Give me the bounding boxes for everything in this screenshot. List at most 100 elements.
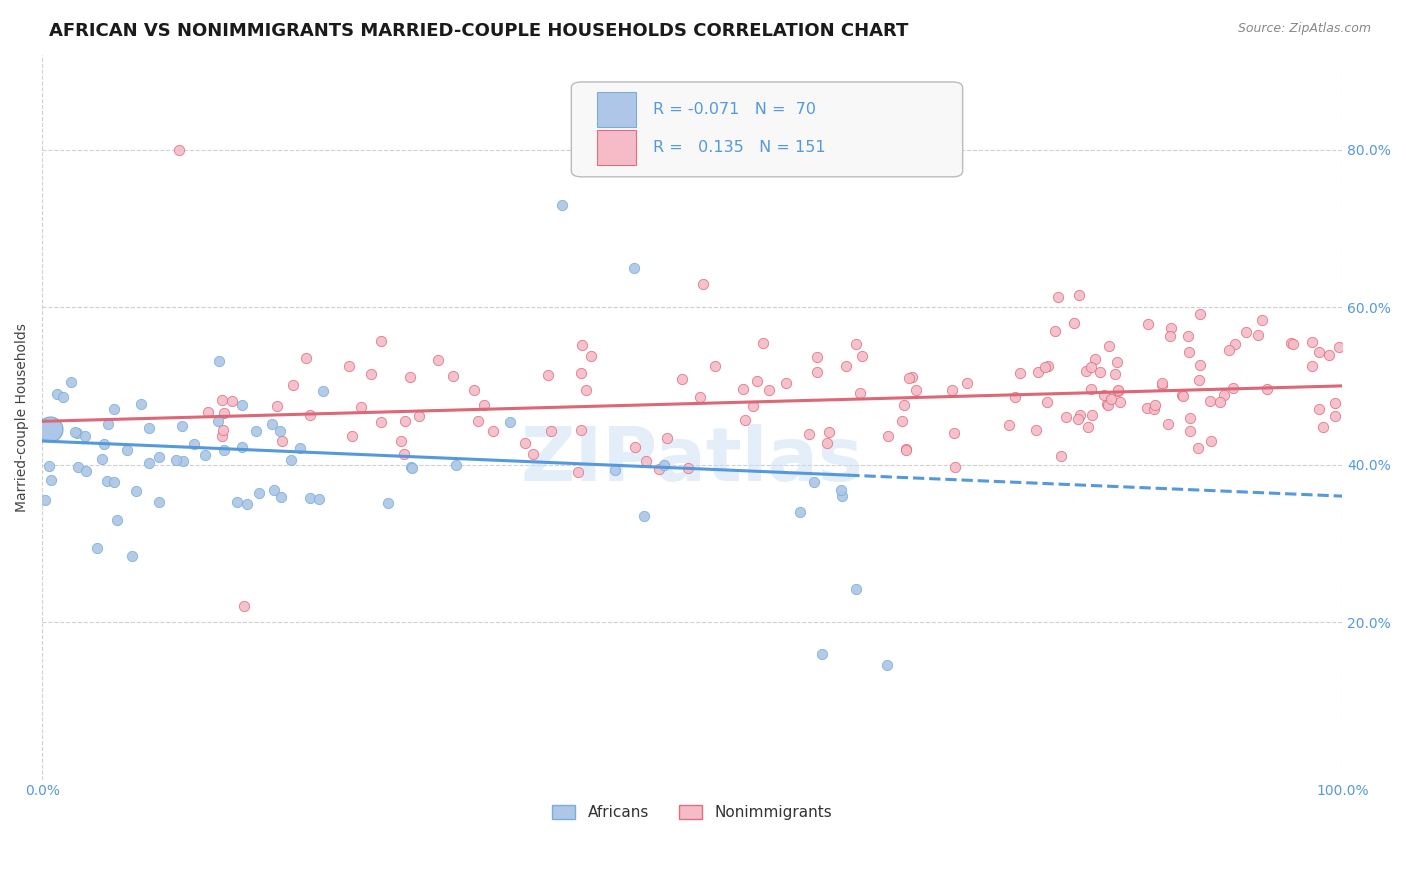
- FancyBboxPatch shape: [598, 129, 637, 164]
- Point: [1084, 352, 1107, 367]
- Point: [39, 473, 62, 487]
- Point: [75, 464, 97, 478]
- Point: [956, 376, 979, 390]
- Y-axis label: Married-couple Households: Married-couple Households: [15, 323, 30, 512]
- Point: [904, 383, 927, 397]
- Point: [339, 359, 361, 373]
- Point: [1188, 373, 1211, 387]
- Point: [148, 450, 170, 464]
- Point: [1025, 423, 1047, 437]
- Point: [1080, 409, 1102, 423]
- Point: [67, 460, 90, 475]
- Point: [571, 338, 593, 352]
- Point: [1317, 347, 1340, 361]
- Point: [1069, 408, 1091, 422]
- Point: [851, 350, 873, 364]
- Point: [1104, 368, 1126, 382]
- Point: [745, 374, 768, 388]
- Point: [894, 442, 917, 457]
- Point: [472, 398, 495, 412]
- Point: [1312, 419, 1334, 434]
- Point: [214, 443, 236, 458]
- Point: [1043, 324, 1066, 338]
- Point: [876, 658, 898, 673]
- FancyBboxPatch shape: [598, 92, 637, 127]
- Point: [41, 426, 63, 441]
- Point: [1324, 409, 1347, 423]
- Point: [260, 417, 283, 431]
- Point: [1054, 410, 1077, 425]
- Point: [280, 453, 302, 467]
- Point: [1038, 359, 1060, 374]
- Point: [360, 367, 382, 381]
- Point: [676, 460, 699, 475]
- Point: [890, 414, 912, 428]
- Point: [551, 198, 574, 212]
- Point: [1150, 377, 1173, 392]
- FancyBboxPatch shape: [571, 82, 963, 177]
- Point: [624, 441, 647, 455]
- Point: [704, 359, 727, 373]
- Point: [789, 505, 811, 519]
- Point: [288, 441, 311, 455]
- Point: [444, 458, 467, 472]
- Point: [1247, 328, 1270, 343]
- Point: [1170, 388, 1192, 402]
- Point: [1105, 354, 1128, 368]
- Point: [247, 485, 270, 500]
- Point: [148, 495, 170, 509]
- Point: [1107, 383, 1129, 397]
- Point: [311, 384, 333, 398]
- Point: [1177, 329, 1199, 343]
- Point: [1171, 389, 1194, 403]
- Point: [1187, 442, 1209, 456]
- Point: [208, 354, 231, 368]
- Point: [86, 541, 108, 556]
- Point: [1256, 383, 1278, 397]
- Point: [1150, 376, 1173, 391]
- Point: [671, 371, 693, 385]
- Point: [398, 370, 420, 384]
- Point: [214, 406, 236, 420]
- Point: [370, 334, 392, 348]
- Point: [197, 405, 219, 419]
- Point: [1327, 340, 1350, 354]
- Point: [463, 383, 485, 397]
- Point: [1077, 420, 1099, 434]
- Point: [138, 421, 160, 435]
- Point: [845, 582, 868, 596]
- Point: [941, 383, 963, 397]
- Point: [1047, 289, 1070, 303]
- Point: [647, 462, 669, 476]
- Point: [350, 400, 373, 414]
- Point: [1099, 392, 1122, 407]
- Point: [1189, 307, 1212, 321]
- Point: [1033, 359, 1056, 374]
- Point: [731, 382, 754, 396]
- Point: [1004, 390, 1026, 404]
- Point: [298, 491, 321, 505]
- Point: [115, 443, 138, 458]
- Point: [207, 414, 229, 428]
- Point: [522, 447, 544, 461]
- Point: [1098, 339, 1121, 353]
- Point: [39, 422, 62, 436]
- Point: [1026, 365, 1049, 379]
- Text: AFRICAN VS NONIMMIGRANTS MARRIED-COUPLE HOUSEHOLDS CORRELATION CHART: AFRICAN VS NONIMMIGRANTS MARRIED-COUPLE …: [49, 22, 908, 40]
- Point: [294, 351, 316, 365]
- Point: [897, 371, 920, 385]
- Point: [775, 376, 797, 391]
- Point: [571, 423, 593, 437]
- Point: [194, 448, 217, 462]
- Point: [1308, 344, 1330, 359]
- Point: [575, 383, 598, 397]
- Point: [943, 426, 966, 441]
- Point: [1143, 398, 1166, 412]
- Point: [1050, 449, 1073, 463]
- Point: [269, 424, 291, 438]
- Text: R =   0.135   N = 151: R = 0.135 N = 151: [654, 140, 825, 154]
- Point: [270, 491, 292, 505]
- Point: [1282, 337, 1305, 351]
- Point: [1225, 337, 1247, 351]
- Point: [377, 495, 399, 509]
